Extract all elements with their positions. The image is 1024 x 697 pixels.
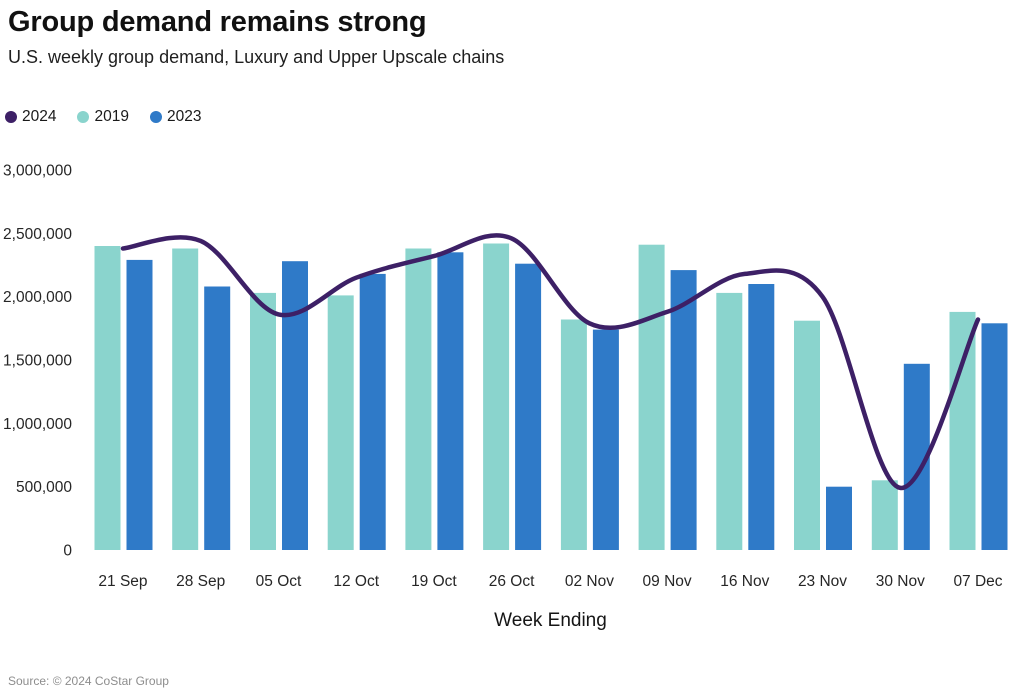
x-axis-tick-label: 16 Nov bbox=[720, 573, 769, 590]
y-axis-tick-label: 2,500,000 bbox=[3, 226, 72, 243]
bar-2023-07-Dec bbox=[981, 323, 1008, 550]
bar-2019-02-Nov bbox=[560, 319, 587, 550]
legend-dot-2019-icon bbox=[77, 111, 90, 123]
bar-2023-05-Oct bbox=[282, 261, 308, 550]
legend-label: 2024 bbox=[22, 108, 57, 125]
bar-2023-26-Oct bbox=[515, 263, 542, 550]
y-axis-tick-label: 1,000,000 bbox=[3, 416, 72, 433]
chart-plot-area: 0 500,000 1,000,000 1,500,000 2,000,000 2,500… bbox=[3, 163, 1008, 631]
x-axis-tick-label: 12 Oct bbox=[333, 573, 379, 590]
bar-2019-26-Oct bbox=[483, 243, 510, 550]
bar-2023-23-Nov bbox=[826, 486, 852, 550]
x-axis-tick-label: 07 Dec bbox=[953, 573, 1002, 590]
chart-legend: 2024 2019 2023 bbox=[5, 108, 201, 126]
legend-dot-2024-icon bbox=[5, 111, 17, 123]
y-axis-tick-label: 1,500,000 bbox=[3, 353, 72, 370]
x-axis-title: Week Ending bbox=[494, 610, 607, 631]
bar-2019-09-Nov bbox=[638, 244, 665, 550]
bar-2019-19-Oct bbox=[405, 248, 432, 550]
bar-2023-09-Nov bbox=[670, 270, 697, 550]
y-axis-tick-label: 500,000 bbox=[16, 479, 72, 496]
y-axis-tick-label: 3,000,000 bbox=[3, 163, 72, 180]
bar-2019-05-Oct bbox=[250, 292, 276, 550]
x-axis-tick-label: 28 Sep bbox=[176, 573, 225, 590]
bar-2019-12-Oct bbox=[327, 295, 354, 550]
bar-2023-12-Oct bbox=[359, 273, 386, 550]
page-title: Group demand remains strong bbox=[8, 6, 427, 38]
x-axis-tick-label: 19 Oct bbox=[411, 573, 457, 590]
x-axis-tick-label: 02 Nov bbox=[565, 573, 614, 590]
bar-2023-02-Nov bbox=[592, 329, 619, 550]
x-axis-tick-label: 09 Nov bbox=[643, 573, 692, 590]
bar-2019-23-Nov bbox=[794, 320, 820, 550]
y-axis-tick-label: 0 bbox=[63, 543, 72, 560]
x-axis-tick-label: 21 Sep bbox=[98, 573, 147, 590]
x-axis-tick-label: 05 Oct bbox=[256, 573, 302, 590]
chart-subtitle: U.S. weekly group demand, Luxury and Upp… bbox=[8, 47, 505, 67]
line-series-2024 bbox=[120, 233, 981, 491]
y-axis-tick-label: 2,000,000 bbox=[3, 289, 72, 306]
legend-item-2023: 2023 bbox=[149, 108, 202, 126]
bar-2023-19-Oct bbox=[437, 252, 464, 551]
bar-2019-16-Nov bbox=[716, 292, 743, 550]
source-attribution: Source: © 2024 CoStar Group bbox=[8, 674, 169, 688]
bar-2019-21-Sep bbox=[94, 246, 121, 550]
bar-2019-07-Dec bbox=[949, 311, 976, 550]
x-axis-tick-label: 26 Oct bbox=[489, 573, 535, 590]
bar-2019-28-Sep bbox=[172, 248, 199, 550]
x-axis-tick-label: 30 Nov bbox=[876, 573, 925, 590]
bar-2023-28-Sep bbox=[204, 286, 231, 550]
bar-2019-30-Nov bbox=[871, 480, 898, 550]
legend-item-2019: 2019 bbox=[77, 108, 129, 126]
legend-label: 2023 bbox=[166, 108, 202, 125]
bar-2023-21-Sep bbox=[126, 259, 153, 550]
legend-item-2024: 2024 bbox=[5, 108, 56, 126]
legend-label: 2019 bbox=[94, 108, 129, 125]
bar-2023-16-Nov bbox=[748, 284, 775, 550]
x-axis-tick-label: 23 Nov bbox=[798, 573, 847, 590]
legend-dot-2023-icon bbox=[149, 111, 162, 123]
